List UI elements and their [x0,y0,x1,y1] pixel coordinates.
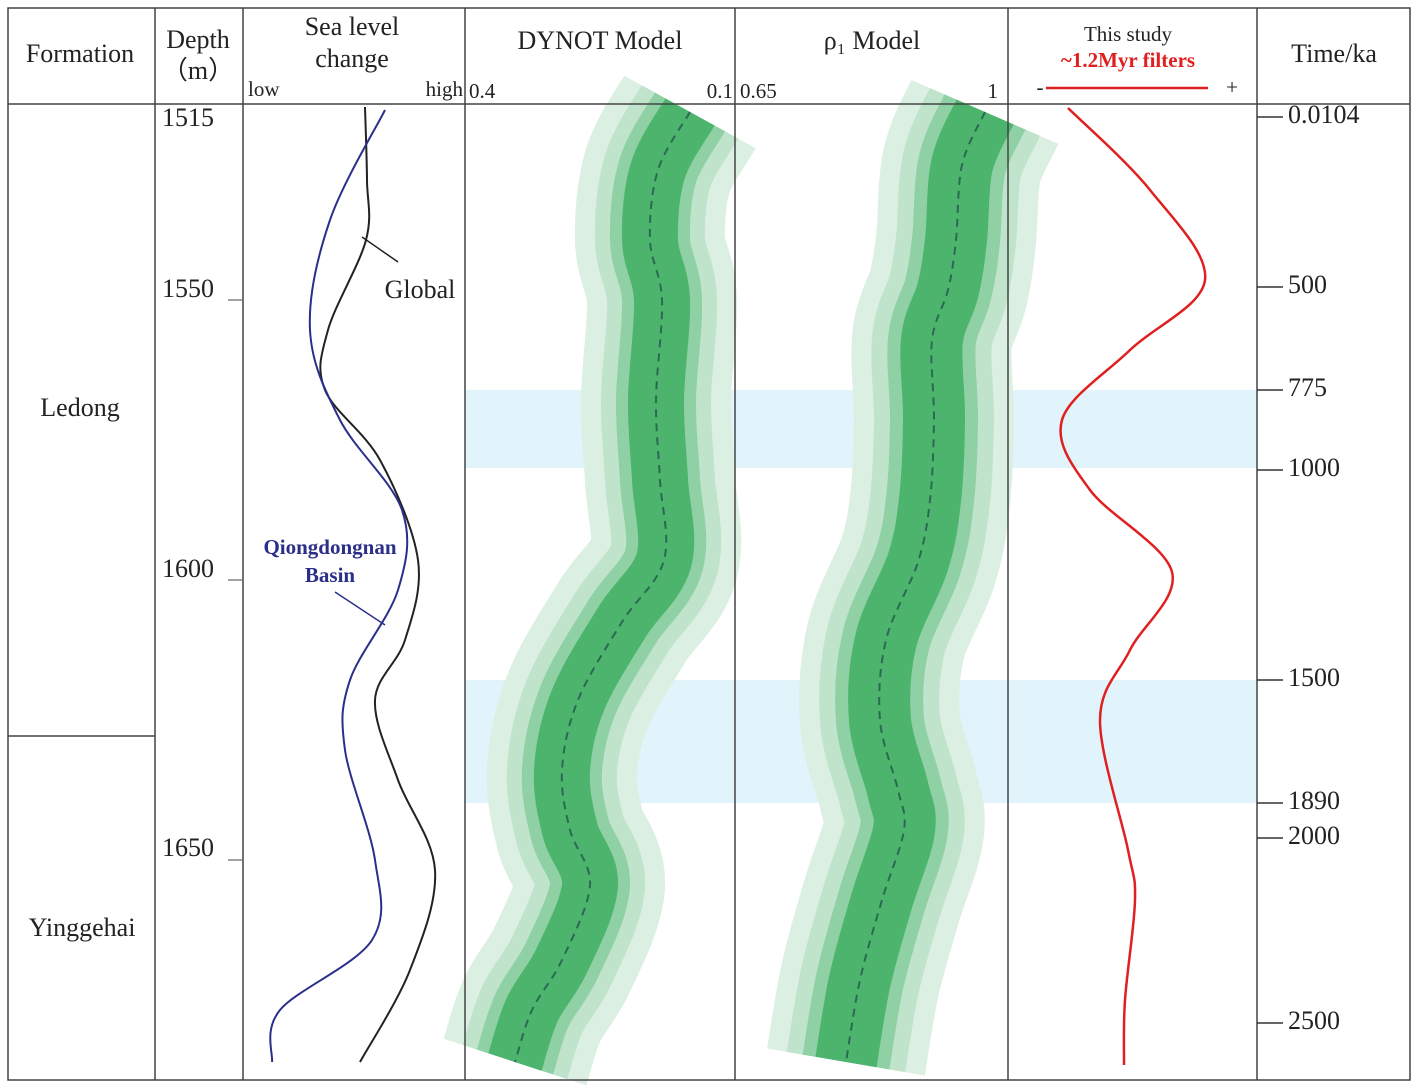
formations: Ledong Yinggehai [29,393,136,942]
basin-label: Qiongdongnan [263,535,396,559]
header-time: Time/ka [1291,39,1377,68]
time-tick-label: 2500 [1288,1006,1340,1035]
time-tick-label: 775 [1288,373,1327,402]
header-dynot: DYNOT Model [518,26,683,55]
depth-tick-label: 1650 [162,833,214,862]
header: Formation Depth （m） Sea level change low… [26,12,1377,103]
time-tick-label: 1890 [1288,786,1340,815]
rho-left: 0.65 [740,79,777,103]
border [7,7,1411,1081]
formation-label: Ledong [40,393,119,422]
header-depth: Depth [166,25,230,54]
basin-label: Basin [305,563,356,587]
time-tick-label: 1000 [1288,453,1340,482]
header-formation: Formation [26,39,134,68]
time-ticks: 0.0104 500 775 1000 1500 1890 2000 2500 [1257,100,1360,1035]
time-tick-label: 2000 [1288,821,1340,850]
depth-tick-label: 1600 [162,554,214,583]
curves [269,73,1207,1086]
header-sea: Sea level [305,12,400,41]
basin-curve [269,109,409,1063]
leader [334,591,386,626]
time-tick-label: 1500 [1288,663,1340,692]
median-line [845,111,986,1063]
sea-low: low [248,77,280,101]
minus: - [1037,75,1044,99]
header-depth-unit: （m） [162,56,234,85]
median-line [514,111,691,1063]
leader [361,236,399,263]
dynot-right: 0.1 [707,79,733,103]
annotations: Global Qiongdongnan Basin [263,236,456,626]
header-filter: ~1.2Myr filters [1061,48,1195,72]
frame [7,7,1411,1081]
global-curve [319,106,437,1063]
header-rho: ρ₁ Model [824,26,920,55]
formation-label: Yinggehai [29,913,136,942]
rho-right: 1 [988,79,999,103]
depth-tick-label: 1515 [162,103,214,132]
time-tick-label: 0.0104 [1288,100,1360,129]
time-tick-label: 500 [1288,270,1327,299]
sea-high: high [426,77,464,101]
plus: + [1226,75,1238,99]
dynot-left: 0.4 [469,79,496,103]
depth-tick-label: 1550 [162,274,214,303]
filter-curve [1059,107,1207,1066]
depth-ticks: 1515 1550 1600 1650 [162,103,242,862]
header-study: This study [1084,22,1173,46]
header-sea: change [315,44,389,73]
global-label: Global [385,275,456,304]
